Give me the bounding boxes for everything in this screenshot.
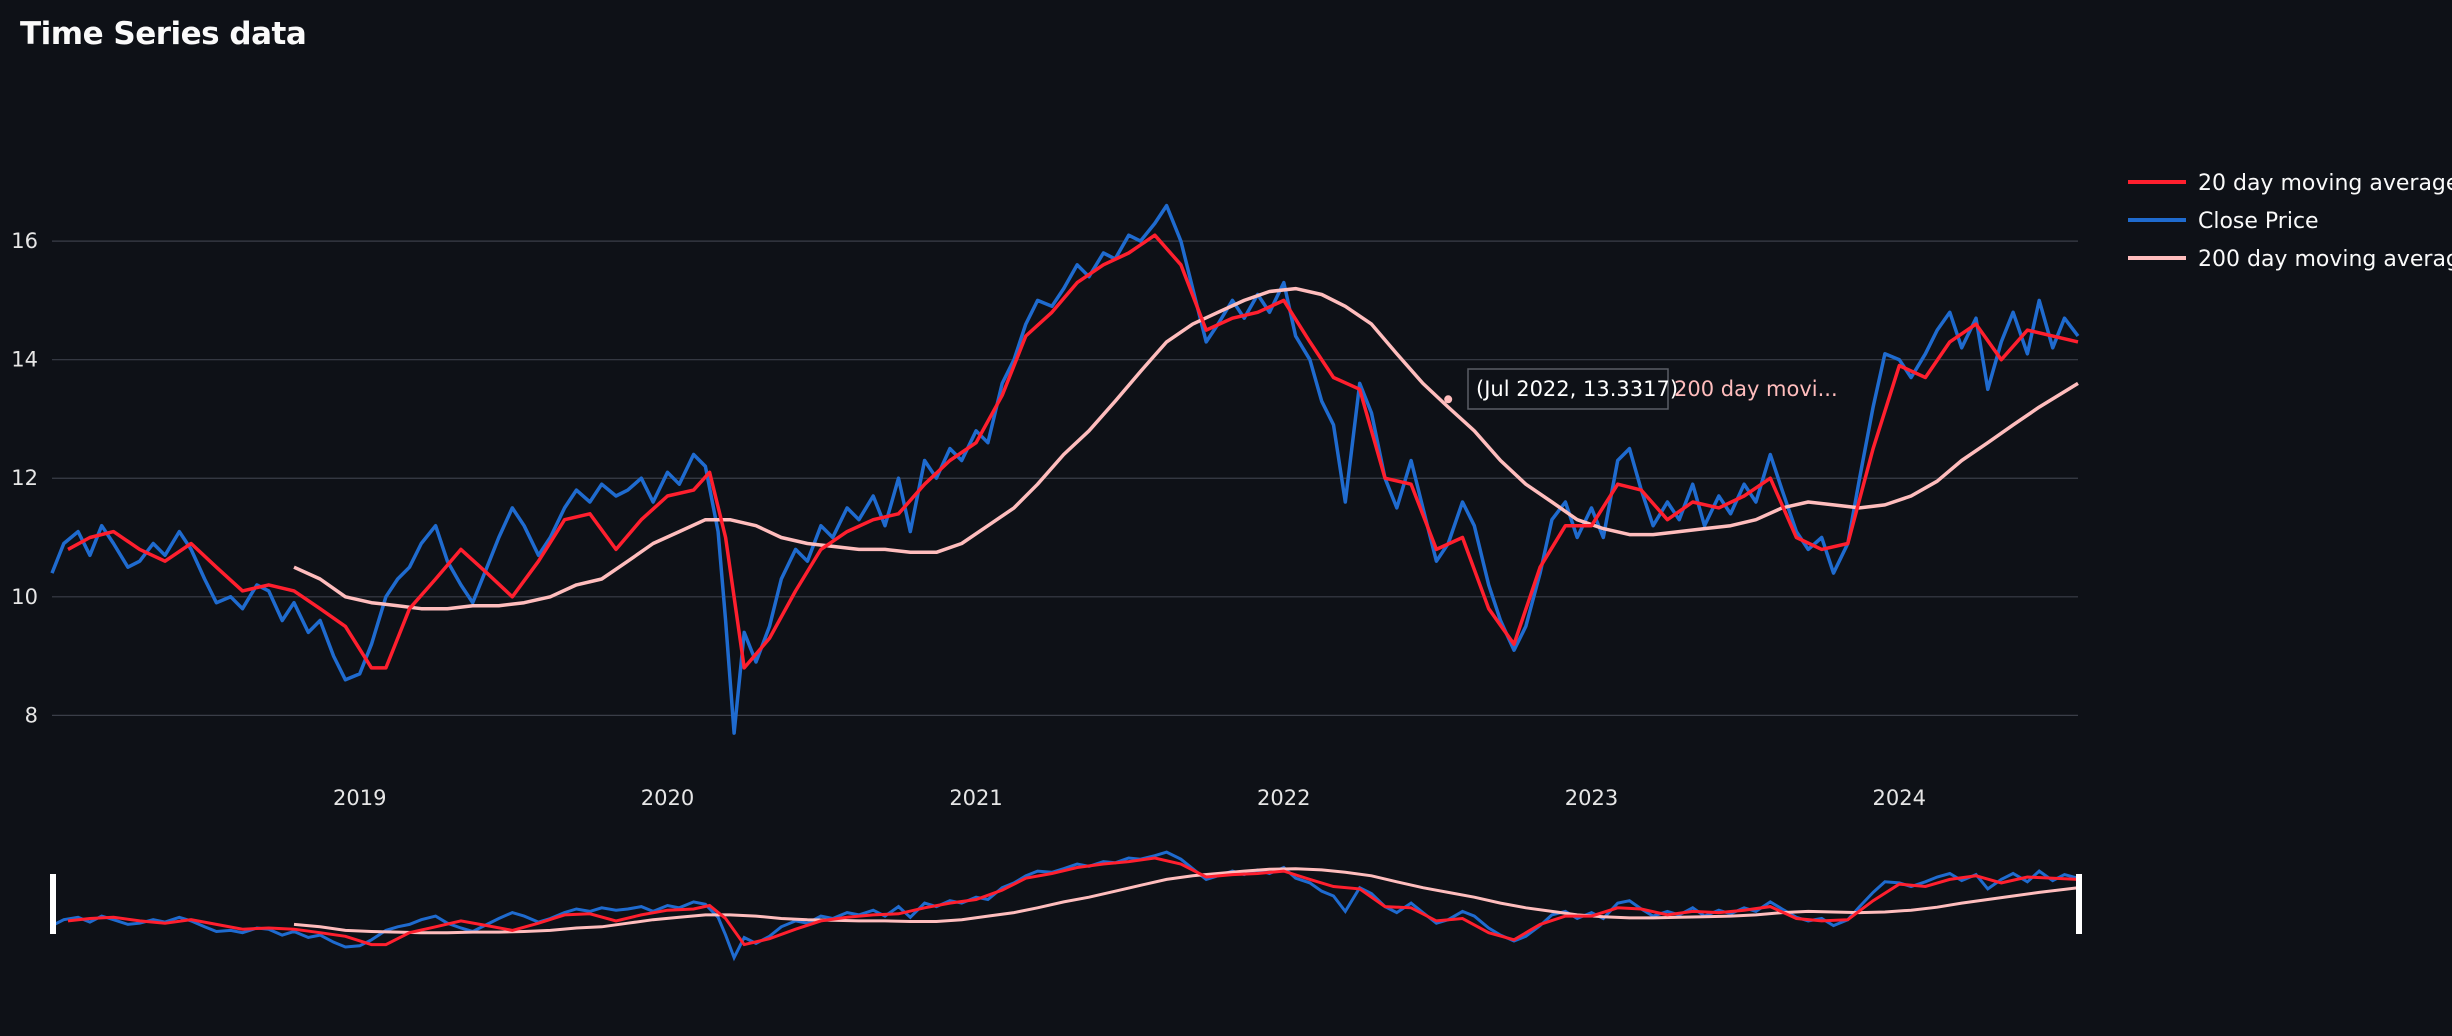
slider-line-20-day-moving-average	[67, 856, 2079, 947]
tooltip-box	[1467, 368, 1669, 410]
y-gridlines	[52, 240, 2078, 716]
page-title: Time Series data	[20, 16, 307, 52]
tooltip-point-label: (Jul 2022, 13.3317)	[1476, 377, 1678, 401]
x-tick-label: 2021	[949, 786, 1002, 810]
range-slider-left-handle[interactable]	[50, 874, 56, 934]
range-slider[interactable]	[50, 850, 2082, 962]
series-line-200-day-moving-average[interactable]	[293, 286, 2079, 611]
range-slider-right-handle[interactable]	[2076, 874, 2082, 934]
tooltip-series-label: 200 day movi...	[1674, 377, 1838, 401]
y-tick-label: 12	[11, 466, 38, 490]
x-axis: 2019 2020 2021 2022 2023 2024	[333, 786, 1926, 810]
legend-label[interactable]: Close Price	[2198, 209, 2319, 234]
x-tick-label: 2024	[1873, 786, 1926, 810]
y-tick-label: 14	[11, 348, 38, 372]
series-line-20-day-moving-average[interactable]	[67, 233, 2079, 670]
legend-label[interactable]: 200 day moving average	[2198, 247, 2452, 272]
legend-label[interactable]: 20 day moving average	[2198, 171, 2452, 196]
tooltip-anchor-point	[1444, 395, 1453, 404]
legend[interactable]: 20 day moving average Close Price 200 day …	[2128, 171, 2452, 272]
y-tick-label: 8	[25, 703, 38, 727]
y-tick-label: 16	[11, 229, 38, 253]
y-axis: 8 10 12 14 16	[11, 229, 38, 727]
hover-tooltip: (Jul 2022, 13.3317) 200 day movi...	[1444, 368, 1838, 410]
plot-area[interactable]	[50, 203, 2080, 735]
x-tick-label: 2022	[1257, 786, 1310, 810]
slider-line-200-day-moving-average	[293, 867, 2079, 935]
y-tick-label: 10	[11, 585, 38, 609]
series-line-close-price[interactable]	[50, 203, 2080, 735]
x-tick-label: 2020	[641, 786, 694, 810]
x-tick-label: 2019	[333, 786, 386, 810]
x-tick-label: 2023	[1565, 786, 1618, 810]
range-slider-preview	[51, 850, 2079, 962]
slider-line-close-price	[51, 850, 2079, 962]
